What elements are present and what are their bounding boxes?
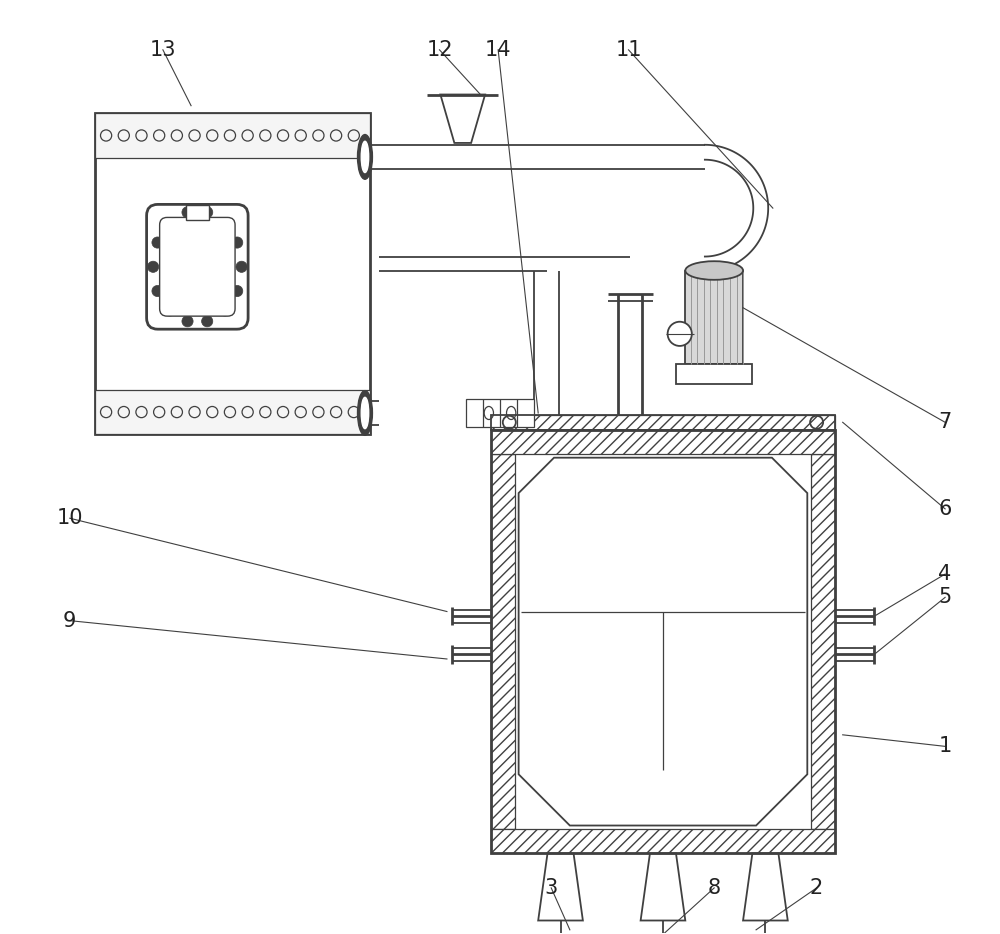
Circle shape [182, 206, 193, 218]
Text: 8: 8 [708, 878, 721, 898]
Circle shape [668, 321, 692, 346]
Circle shape [182, 316, 193, 327]
Text: 7: 7 [938, 412, 952, 432]
Polygon shape [538, 854, 583, 921]
Bar [676, 363, 752, 384]
Text: 5: 5 [938, 587, 952, 607]
Text: 12: 12 [426, 40, 453, 60]
Bar [811, 454, 835, 829]
Text: 9: 9 [63, 611, 76, 630]
Ellipse shape [685, 262, 743, 280]
Circle shape [164, 218, 175, 229]
Text: 6: 6 [938, 499, 952, 519]
Text: 10: 10 [57, 508, 83, 529]
Text: 11: 11 [615, 40, 642, 60]
Bar [491, 415, 835, 430]
Polygon shape [519, 458, 807, 826]
Bar [491, 430, 835, 454]
Bar [491, 415, 835, 430]
Circle shape [202, 316, 213, 327]
Ellipse shape [358, 134, 372, 179]
Text: 14: 14 [485, 40, 511, 60]
Bar [491, 454, 515, 829]
Polygon shape [743, 854, 788, 921]
Circle shape [232, 286, 243, 297]
Bar [685, 271, 743, 363]
Ellipse shape [361, 397, 369, 429]
Ellipse shape [361, 141, 369, 173]
Circle shape [219, 304, 231, 316]
Text: 13: 13 [150, 40, 176, 60]
Bar [491, 430, 835, 854]
Bar [95, 389, 370, 434]
Circle shape [232, 237, 243, 248]
Text: 1: 1 [938, 736, 952, 757]
Circle shape [202, 206, 213, 218]
Text: 3: 3 [545, 878, 558, 898]
Bar [491, 829, 835, 854]
Bar [466, 399, 534, 427]
Ellipse shape [358, 390, 372, 435]
FancyBboxPatch shape [160, 218, 235, 316]
FancyBboxPatch shape [147, 205, 248, 329]
Text: 2: 2 [810, 878, 823, 898]
Bar [95, 113, 370, 158]
Polygon shape [440, 94, 485, 143]
Circle shape [236, 262, 247, 273]
Bar [95, 113, 370, 434]
Circle shape [152, 286, 163, 297]
Text: 4: 4 [938, 564, 952, 584]
Polygon shape [641, 854, 685, 921]
Circle shape [164, 304, 175, 316]
Circle shape [148, 262, 159, 273]
Circle shape [219, 218, 231, 229]
Circle shape [152, 237, 163, 248]
Bar [186, 205, 209, 220]
